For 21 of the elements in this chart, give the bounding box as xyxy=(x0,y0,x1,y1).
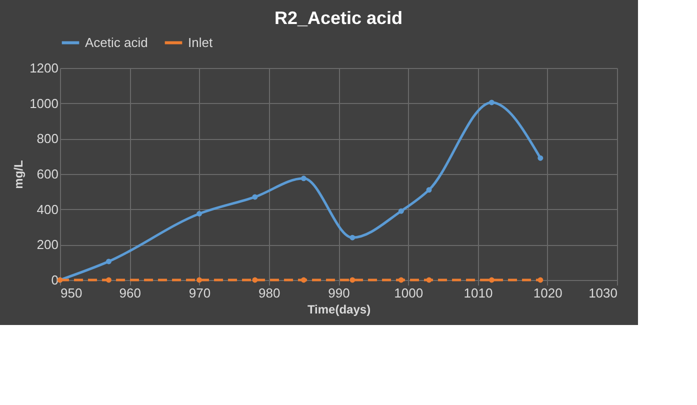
x-tick-label: 1020 xyxy=(533,286,562,300)
x-tick-label: 970 xyxy=(188,286,211,300)
y-axis-title: mg/L xyxy=(12,160,26,189)
chart-title: R2_Acetic acid xyxy=(274,8,403,28)
x-tick-label: 950 xyxy=(60,286,82,300)
x-tick-label: 1010 xyxy=(464,286,493,300)
legend-label: Acetic acid xyxy=(85,34,148,50)
y-tick-label: 0 xyxy=(51,272,58,288)
y-tick-label: 800 xyxy=(36,131,58,146)
y-tick-label: 600 xyxy=(36,166,58,182)
x-axis-title: Time(days) xyxy=(307,302,371,316)
x-tick-label: 1000 xyxy=(394,286,424,300)
x-tick-label: 1030 xyxy=(588,286,618,300)
legend-label: Inlet xyxy=(188,34,213,50)
x-tick-label: 960 xyxy=(119,286,141,300)
y-tick-label: 1000 xyxy=(30,96,58,111)
x-tick-label: 990 xyxy=(328,286,350,300)
x-tick-label: 980 xyxy=(258,286,280,300)
y-tick-label: 400 xyxy=(36,202,58,217)
y-tick-label: 200 xyxy=(36,237,58,252)
y-tick-label: 1200 xyxy=(30,60,58,76)
